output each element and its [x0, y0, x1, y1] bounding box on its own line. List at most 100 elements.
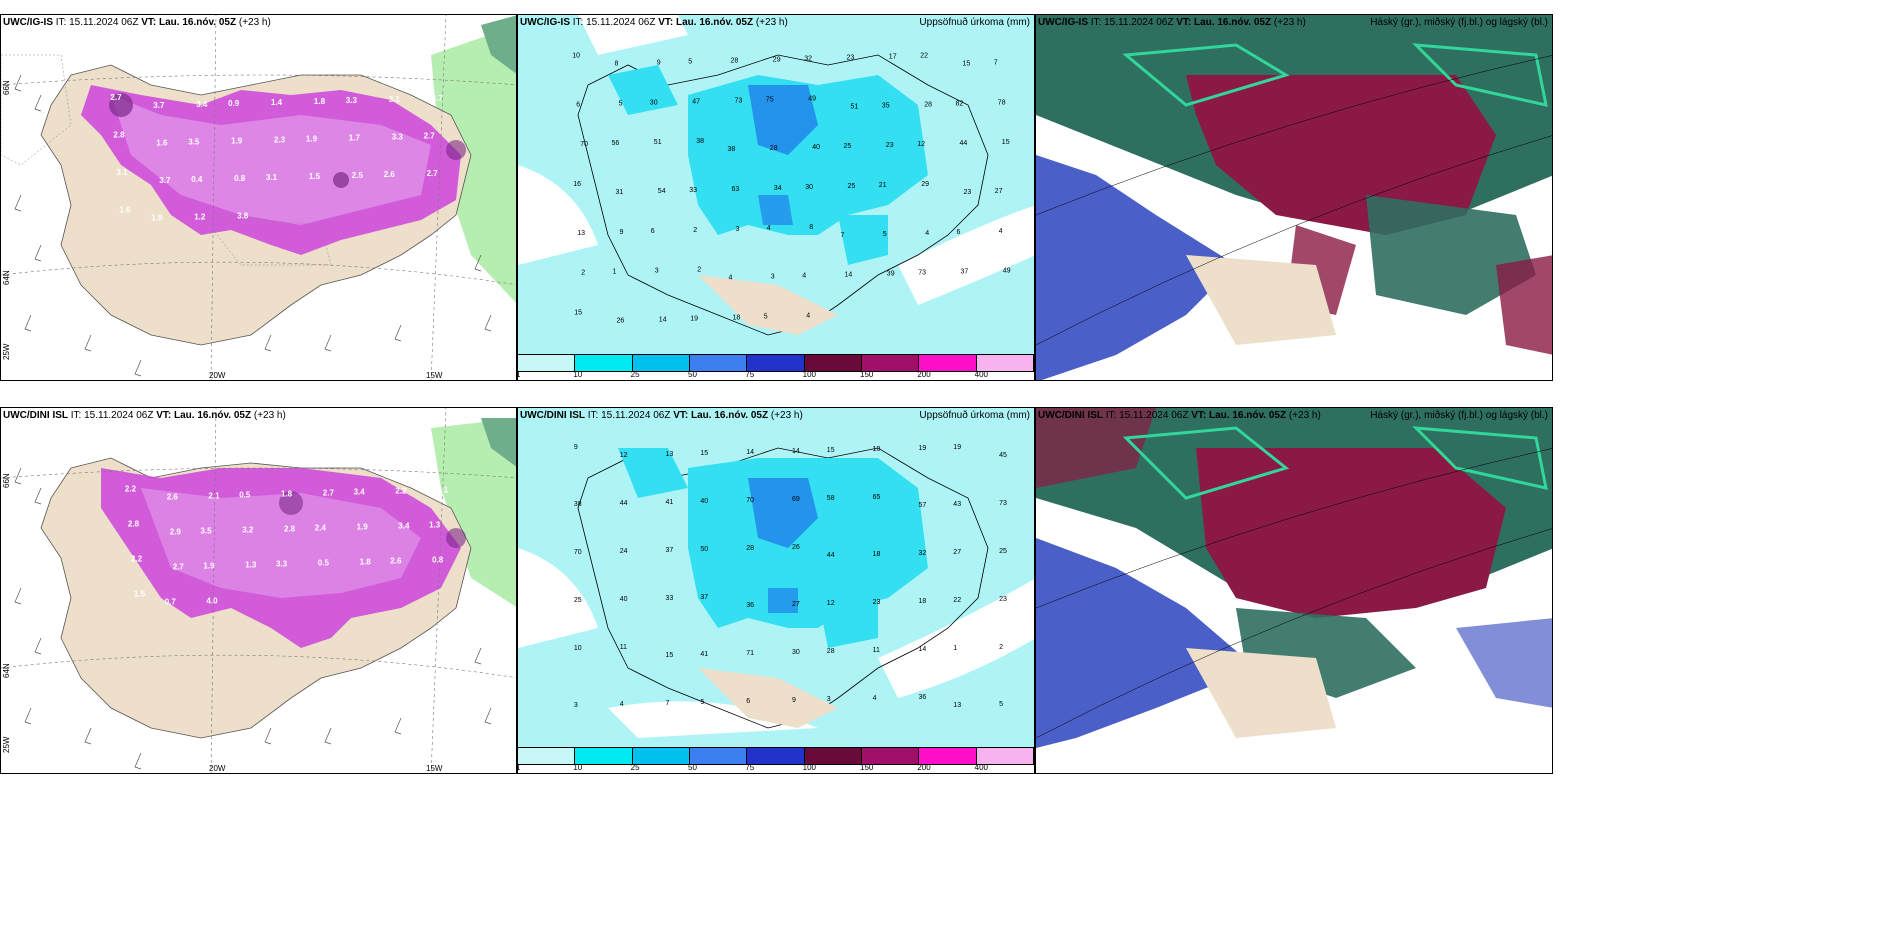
map-value-label: 3.4 — [398, 522, 410, 531]
colorbar-cell — [518, 355, 576, 371]
map-value-label: 30 — [650, 99, 658, 106]
map-value-label: 70 — [574, 549, 582, 556]
colorbar-cells — [518, 747, 1034, 765]
map-value-label: 11 — [620, 644, 627, 651]
map-value-label: 1.9 — [357, 523, 369, 532]
vt-value: Lau. 16.nóv. 05Z — [1194, 17, 1272, 28]
it-value: 15.11.2024 06Z — [586, 17, 656, 28]
map-value-label: 37 — [961, 269, 969, 276]
lat-label-64n: 64N — [2, 663, 11, 678]
map-value-label: 4 — [999, 228, 1003, 235]
map-value-label: 24 — [620, 548, 628, 555]
map-value-label: 8 — [809, 224, 813, 231]
map-value-label: 43 — [953, 501, 961, 508]
map-value-label: 1.5 — [134, 590, 146, 599]
map-value-label: 30 — [805, 184, 813, 191]
it-label: IT: — [1090, 17, 1102, 28]
model-name: UWC/DINI ISL — [520, 410, 585, 421]
panel-header: UWC/DINI ISL IT: 15.11.2024 06Z VT: Lau.… — [520, 410, 803, 421]
colorbar-tick-label: 10 — [573, 370, 583, 379]
lead-time: (+23 h) — [770, 410, 803, 421]
colorbar-cell — [632, 748, 690, 764]
cloud-map-ig — [1036, 15, 1552, 380]
map-value-label: 18 — [873, 551, 881, 558]
map-value-label: 51 — [851, 103, 859, 110]
map-value-label: 44 — [960, 140, 968, 147]
colorbar-cell — [689, 748, 748, 764]
map-value-label: 2.2 — [395, 487, 407, 496]
map-value-label: 9 — [620, 229, 624, 236]
map-value-label: 2.7 — [110, 93, 122, 102]
panel-header: UWC/DINI ISL IT: 15.11.2024 06Z VT: Lau.… — [1038, 410, 1321, 421]
map-value-label: 22 — [920, 52, 928, 59]
map-value-label: 3 — [827, 696, 831, 703]
it-label: IT: — [1105, 410, 1117, 421]
map-value-label: 3.5 — [200, 527, 212, 536]
map-value-label: 2.7 — [323, 489, 335, 498]
map-value-label: 1.9 — [203, 562, 215, 571]
map-value-label: 1 — [613, 269, 617, 276]
map-value-label: 49 — [1003, 268, 1011, 275]
map-value-label: 14 — [792, 448, 800, 455]
map-value-label: 21 — [879, 182, 887, 189]
map-value-label: 26 — [792, 544, 800, 551]
map-value-label: 37 — [700, 594, 708, 601]
map-value-label: 44 — [620, 500, 628, 507]
map-value-label: 35 — [882, 102, 890, 109]
map-value-label: 33 — [689, 187, 697, 194]
map-value-label: 3.5 — [188, 137, 200, 146]
model-name: UWC/IG-IS — [520, 17, 570, 28]
panel-title: Háský (gr.), miðský (fj.bl.) og lágský (… — [1370, 17, 1548, 28]
map-value-label: 75 — [766, 96, 774, 103]
map-value-label: 1.8 — [360, 558, 372, 567]
colorbar-cell — [919, 355, 977, 371]
map-value-label: 3.7 — [159, 176, 171, 185]
map-value-label: 26 — [617, 318, 625, 325]
colorbar-tick-label: 200 — [917, 370, 931, 379]
panel-header: UWC/DINI ISL IT: 15.11.2024 06Z VT: Lau.… — [3, 410, 286, 421]
map-value-label: 0.4 — [191, 175, 203, 184]
map-value-label: 0.5 — [318, 559, 330, 568]
vt-label: VT: — [1191, 410, 1207, 421]
map-value-label: 4 — [767, 225, 771, 232]
map-value-label: 5 — [999, 701, 1003, 708]
colorbar-tick-label: 50 — [688, 763, 697, 772]
precip-colorbar: 1 10 25 50 75 100 150 200 400 — [518, 354, 1034, 380]
map-value-label: 41 — [666, 499, 674, 506]
map-value-label: 5.1 — [437, 486, 449, 495]
map-value-label: 6 — [957, 229, 961, 236]
map-value-label: 14 — [845, 272, 853, 279]
colorbar-cell — [861, 748, 920, 764]
map-value-label: 57 — [919, 502, 927, 509]
map-value-label: 27 — [953, 549, 961, 556]
map-value-label: 7 — [841, 232, 845, 239]
map-value-label: 27 — [995, 188, 1003, 195]
colorbar-cell — [575, 355, 633, 371]
map-value-label: 29 — [773, 56, 781, 63]
panel-header: UWC/IG-IS IT: 15.11.2024 06Z VT: Lau. 16… — [3, 17, 271, 28]
vt-label: VT: — [141, 17, 157, 28]
colorbar-tick-label: 25 — [630, 370, 640, 379]
map-value-label: 1.6 — [119, 205, 131, 214]
map-value-label: 25 — [574, 597, 582, 604]
colorbar-tick-label: 100 — [802, 370, 817, 379]
map-value-label: 18 — [733, 315, 741, 322]
panel-header: UWC/IG-IS IT: 15.11.2024 06Z VT: Lau. 16… — [520, 17, 788, 28]
model-name: UWC/DINI ISL — [3, 410, 68, 421]
it-label: IT: — [55, 17, 67, 28]
map-value-label: 14 — [659, 317, 667, 324]
colorbar-tick-label: 100 — [802, 763, 817, 772]
vt-value: Lau. 16.nóv. 05Z — [174, 410, 252, 421]
map-value-label: 73 — [918, 270, 926, 277]
map-value-label: 32 — [804, 55, 812, 62]
vt-label: VT: — [673, 410, 689, 421]
colorbar-tick-label: 150 — [860, 370, 874, 379]
map-value-label: 15 — [666, 652, 674, 659]
map-value-label: 15 — [827, 447, 835, 454]
colorbar-tick-label: 1 — [518, 370, 520, 379]
map-value-label: 49 — [808, 95, 816, 102]
map-value-label: 78 — [998, 99, 1006, 106]
colorbar-cell — [919, 748, 977, 764]
